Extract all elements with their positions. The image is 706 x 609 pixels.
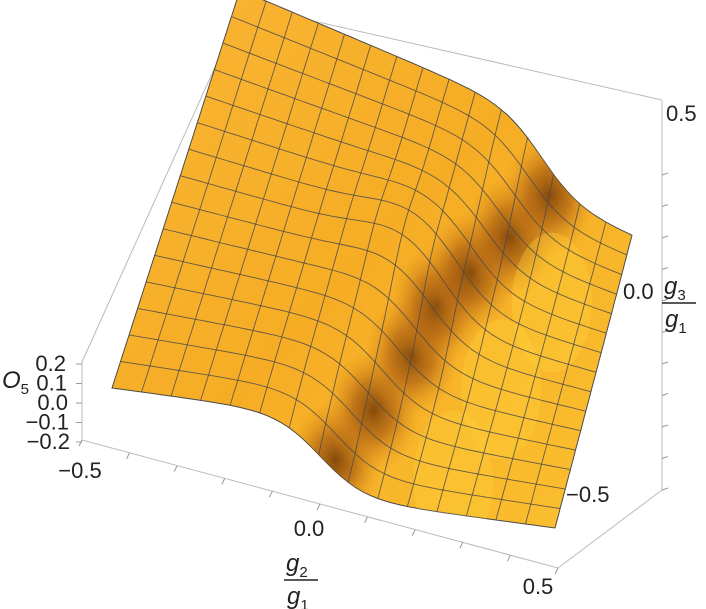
z-tick-label: 0.2 [35,351,66,376]
x-tick-mark [126,452,131,460]
y-tick-mark [661,267,669,270]
x-tick-mark [316,503,321,511]
mesh-line-v [146,281,576,451]
y-tick-mark [661,456,669,459]
mesh-line-v [222,42,622,276]
x-tick-mark [173,465,178,472]
y-tick-mark [661,204,669,207]
z-axis-label: O5 [2,367,29,398]
y-tick-mark [661,393,669,396]
surface-mesh [120,0,628,525]
mesh-line-v [120,361,561,509]
z-tick-label: −0.2 [27,429,70,454]
mesh-line-v [188,148,602,354]
mesh-line-v [137,307,571,471]
mesh-line-u [229,34,345,406]
x-tick-mark [268,490,273,498]
mesh-line-u [288,56,398,428]
y-tick-label: −0.5 [566,482,609,507]
x-tick-mark [459,542,464,549]
x-tick-mark [221,478,226,485]
x-tick-mark [364,516,369,524]
x-axis-label: g2 g1 [284,550,318,609]
x-tick-label: 0.5 [523,574,554,599]
mesh-line-u [170,11,293,397]
y-tick-mark [661,298,669,302]
mesh-line-u [465,174,555,517]
box-edge [557,489,663,569]
mesh-line-v [231,16,628,256]
svg-text:g3: g3 [664,273,686,304]
y-tick-mark [661,172,669,176]
mesh-line-v [197,122,607,334]
mesh-line-v [129,334,566,490]
z-tick-label: −0.1 [26,410,69,435]
svg-text:g1: g1 [665,306,687,337]
surface-highlight [511,232,592,373]
x-tick-label: 0.0 [294,516,325,541]
y-tick-label: 0.5 [666,101,697,126]
mesh-line-u [525,221,607,525]
y-tick-mark [661,487,669,491]
x-tick-label: −0.5 [58,458,101,483]
y-axis-label: g3 g1 [662,273,696,337]
y-tick-mark [661,235,669,239]
mesh-line-v [180,175,597,373]
x-tick-mark [411,529,416,536]
mesh-line-u [318,67,424,455]
z-tick-label: 0.0 [37,390,68,415]
mesh-line-u [200,23,319,401]
mesh-line-u [406,109,502,507]
x-tick-mark [554,567,559,575]
svg-text:O5: O5 [2,367,29,398]
y-tick-label: 0.0 [623,279,654,304]
mesh-line-v [163,228,586,412]
svg-text:g1: g1 [287,583,309,609]
mesh-line-u [141,0,267,393]
z-tick-label: 0.1 [36,371,67,396]
mesh-line-u [377,92,476,499]
x-tick-mark [78,439,83,447]
surface [111,0,633,529]
y-tick-mark [661,424,669,428]
mesh-line-u [259,45,372,414]
svg-text:g2: g2 [286,550,308,581]
x-tick-mark [506,554,511,562]
mesh-line-v [154,254,581,432]
mesh-line-v [205,95,612,315]
mesh-line-v [214,69,617,295]
mesh-line-u [436,137,528,512]
mesh-line-u [495,203,581,521]
y-tick-mark [661,361,669,365]
mesh-line-v [171,201,592,393]
tick-marks [76,172,669,575]
mesh-line-u [347,79,450,483]
y-tick-mark [661,330,669,333]
